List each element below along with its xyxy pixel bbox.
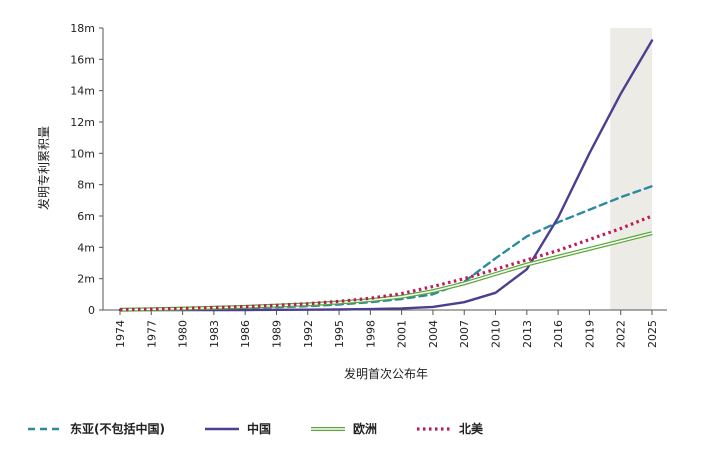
x-tick-label: 2007 xyxy=(458,320,471,348)
y-tick-label: 2m xyxy=(77,273,95,286)
y-axis-title: 发明专利累积量 xyxy=(36,126,51,210)
legend-label: 中国 xyxy=(246,422,271,436)
x-tick-label: 2001 xyxy=(396,320,409,348)
x-tick-label: 2010 xyxy=(490,320,503,348)
x-tick-label: 2025 xyxy=(646,320,659,348)
x-tick-label: 2013 xyxy=(521,320,534,348)
x-axis-title: 发明首次公布年 xyxy=(344,366,428,381)
x-tick-label: 1986 xyxy=(239,320,252,348)
x-tick-label: 1992 xyxy=(302,320,315,348)
series-dotted xyxy=(119,214,653,312)
y-tick-label: 0 xyxy=(88,304,95,317)
series-line-inner xyxy=(119,232,653,311)
series-solid xyxy=(118,39,654,312)
y-tick-label: 6m xyxy=(77,210,95,223)
legend-swatch xyxy=(204,427,239,430)
legend-item: 北美 xyxy=(417,420,483,437)
legend-item: 中国 xyxy=(204,420,271,437)
x-tick-label: 1995 xyxy=(333,320,346,348)
legend-label: 欧洲 xyxy=(353,422,378,436)
series-lines xyxy=(118,39,654,312)
y-tick-label: 4m xyxy=(77,241,95,254)
y-tick-label: 8m xyxy=(77,179,95,192)
legend-swatch xyxy=(311,426,345,431)
legend-swatch xyxy=(28,427,62,430)
legend-label: 东亚(不包括中国) xyxy=(70,422,165,436)
series-dashed xyxy=(118,184,654,311)
x-tick-label: 1974 xyxy=(114,320,127,348)
series-double xyxy=(119,231,653,312)
x-tick-label: 1983 xyxy=(208,320,221,348)
x-tick-label: 1980 xyxy=(177,320,190,348)
x-tick-label: 1977 xyxy=(145,320,158,348)
x-tick-label: 1989 xyxy=(270,320,283,348)
y-tick-label: 18m xyxy=(70,22,95,35)
y-tick-label: 14m xyxy=(70,85,95,98)
x-tick-label: 2022 xyxy=(615,320,628,348)
legend-item: 东亚(不包括中国) xyxy=(28,420,165,437)
shaded-region xyxy=(610,28,652,310)
y-tick-label: 16m xyxy=(70,53,95,66)
legend-swatch xyxy=(417,426,452,431)
x-tick-label: 2004 xyxy=(427,320,440,348)
x-tick-label: 2016 xyxy=(552,320,565,348)
y-tick-label: 10m xyxy=(70,147,95,160)
legend-label: 北美 xyxy=(459,422,484,436)
x-tick-label: 1998 xyxy=(364,320,377,348)
legend-item: 欧洲 xyxy=(311,420,377,437)
forecast-shaded-region xyxy=(610,28,652,310)
y-tick-label: 12m xyxy=(70,116,95,129)
x-tick-label: 2019 xyxy=(583,320,596,348)
axes: 0 2m 4m 6m 8m 10m 12m 14m 16m 18m 1974 1977 1980 1983… xyxy=(70,22,667,348)
legend: 东亚(不包括中国) 中国 欧洲 北美 xyxy=(28,420,523,437)
